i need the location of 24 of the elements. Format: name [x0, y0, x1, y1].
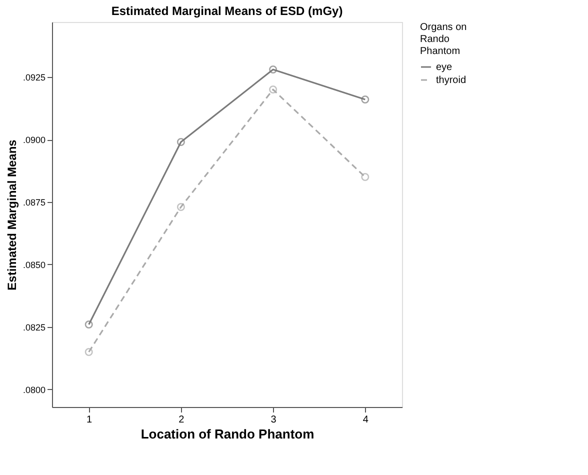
point: [361, 96, 370, 104]
point: [361, 173, 370, 181]
point: [176, 203, 185, 211]
y-tick-label: .0800: [22, 385, 46, 395]
chart-title: Estimated Marginal Means of ESD (mGy): [111, 4, 343, 18]
y-tick-label: .0925: [22, 72, 46, 82]
y-axis-title: Estimated Marginal Means: [4, 139, 19, 290]
legend-label: thyroid: [436, 75, 466, 86]
x-tick-label: 3: [270, 414, 277, 426]
point: [84, 320, 93, 328]
y-tick-label: .0900: [22, 135, 46, 145]
point: [84, 348, 93, 356]
x-axis-title: Location of Rando Phantom: [140, 426, 314, 442]
y-tick-label: .0825: [22, 322, 46, 332]
y-tick-label: .0850: [22, 260, 46, 270]
x-tick-label: 1: [86, 414, 93, 426]
point: [269, 66, 278, 74]
y-tick-label: .0875: [22, 198, 46, 208]
x-tick-label: 4: [362, 414, 369, 426]
legend-label: eye: [436, 62, 453, 73]
point: [269, 86, 278, 94]
point: [176, 138, 185, 146]
x-tick-label: 2: [178, 414, 185, 426]
legend-title: Organs on Rando Phantom: [420, 22, 467, 57]
